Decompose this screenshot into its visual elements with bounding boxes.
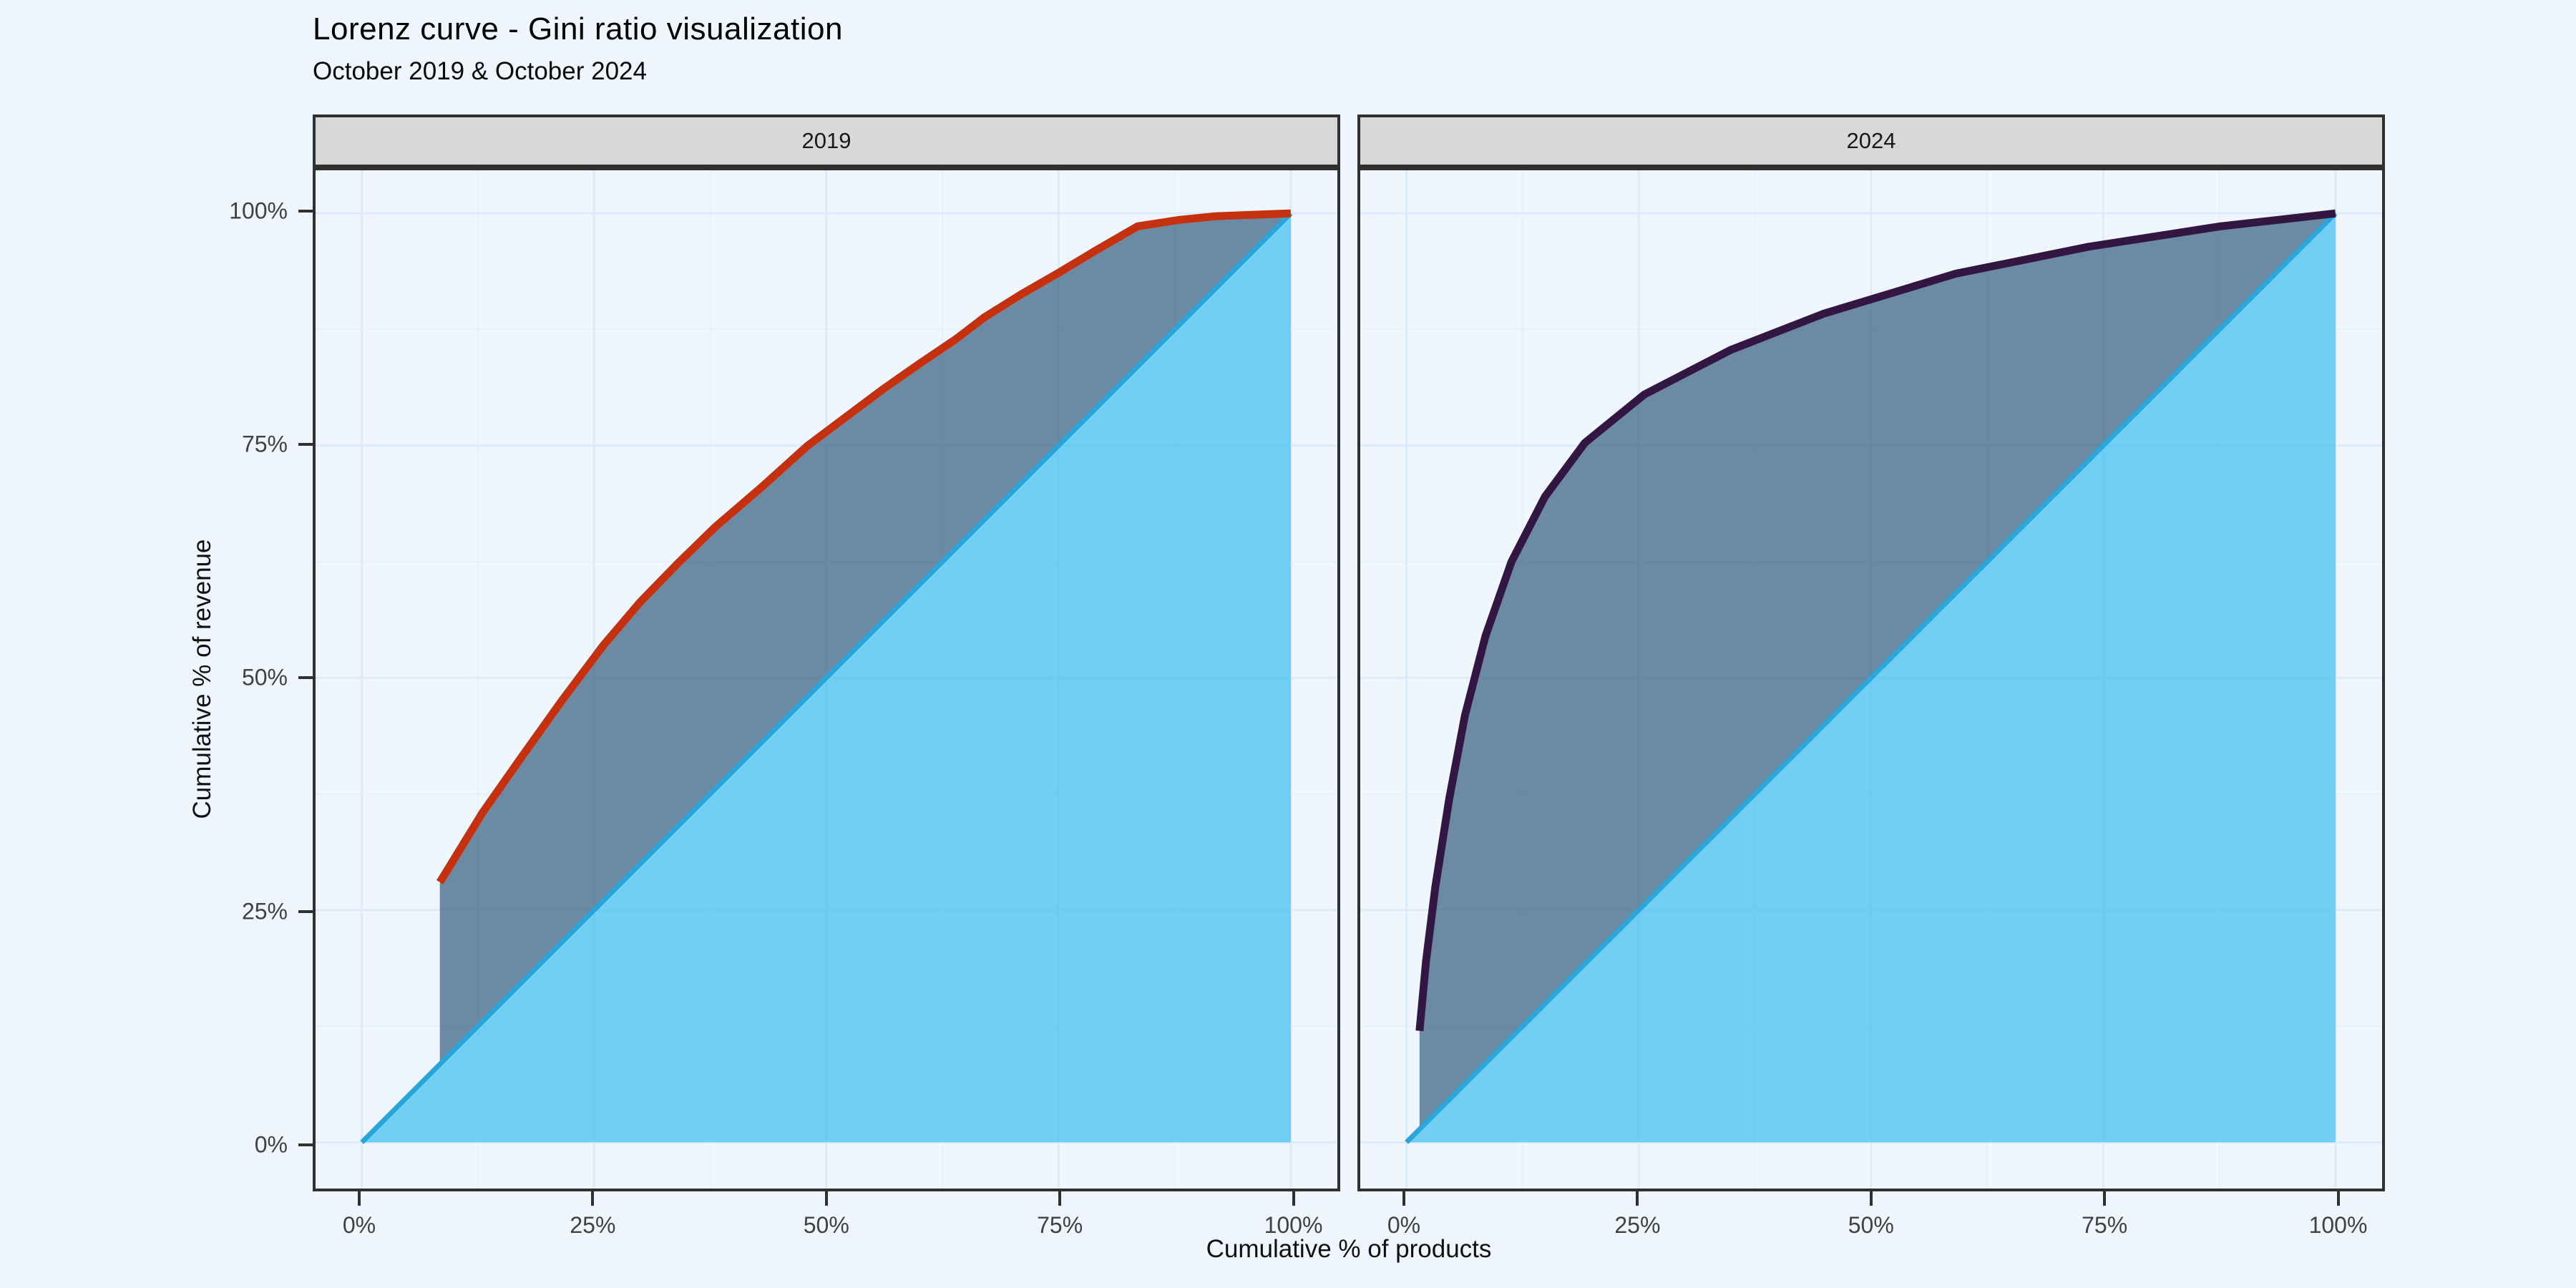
lorenz-curve-2019 xyxy=(436,209,1292,884)
facet-strip-label: 2024 xyxy=(1846,128,1896,153)
x-tick-label: 25% xyxy=(570,1212,616,1238)
y-tick-mark xyxy=(298,209,313,213)
x-tick-mark xyxy=(1869,1191,1873,1206)
x-tick-mark xyxy=(2336,1191,2340,1206)
y-tick-mark xyxy=(298,442,313,446)
x-tick-label: 25% xyxy=(1614,1212,1661,1238)
x-tick-mark xyxy=(1402,1191,1405,1206)
x-tick-mark xyxy=(2103,1191,2107,1206)
x-tick-mark xyxy=(591,1191,595,1206)
x-tick-label: 50% xyxy=(1848,1212,1894,1238)
x-tick-label: 75% xyxy=(2082,1212,2128,1238)
plot-area-2024 xyxy=(1360,170,2382,1189)
line-of-equality xyxy=(1405,211,2338,1144)
x-tick-mark xyxy=(1636,1191,1639,1206)
y-tick-label: 50% xyxy=(241,664,288,691)
x-tick-mark xyxy=(824,1191,828,1206)
x-tick-mark xyxy=(358,1191,361,1206)
x-tick-mark xyxy=(1058,1191,1062,1206)
y-tick-mark xyxy=(298,909,313,913)
x-tick-label: 0% xyxy=(342,1212,376,1238)
x-tick-label: 0% xyxy=(1387,1212,1421,1238)
y-tick-label: 25% xyxy=(241,898,288,924)
x-tick-label: 100% xyxy=(2308,1212,2368,1238)
y-tick-mark xyxy=(298,676,313,680)
chart-subtitle: October 2019 & October 2024 xyxy=(313,57,647,85)
x-tick-label: 75% xyxy=(1037,1212,1083,1238)
y-tick-label: 0% xyxy=(254,1131,288,1158)
lorenz-curve-2024 xyxy=(1415,209,2336,1032)
y-tick-label: 75% xyxy=(241,431,288,457)
x-axis-title: Cumulative % of products xyxy=(1206,1235,1492,1263)
facet-strip-label: 2019 xyxy=(801,128,852,153)
plot-area-2019 xyxy=(316,170,1337,1189)
chart-title: Lorenz curve - Gini ratio visualization xyxy=(313,11,843,47)
plot-panel-2019 xyxy=(313,167,1340,1191)
facet-strip-2024: 2024 xyxy=(1357,114,2385,167)
y-tick-mark xyxy=(298,1143,313,1146)
facet-strip-2019: 2019 xyxy=(313,114,1340,167)
x-tick-mark xyxy=(1292,1191,1295,1206)
x-tick-label: 50% xyxy=(803,1212,849,1238)
x-tick-label: 100% xyxy=(1264,1212,1323,1238)
y-tick-label: 100% xyxy=(229,197,288,223)
line-of-equality xyxy=(360,211,1293,1144)
plot-panel-2024 xyxy=(1357,167,2385,1191)
